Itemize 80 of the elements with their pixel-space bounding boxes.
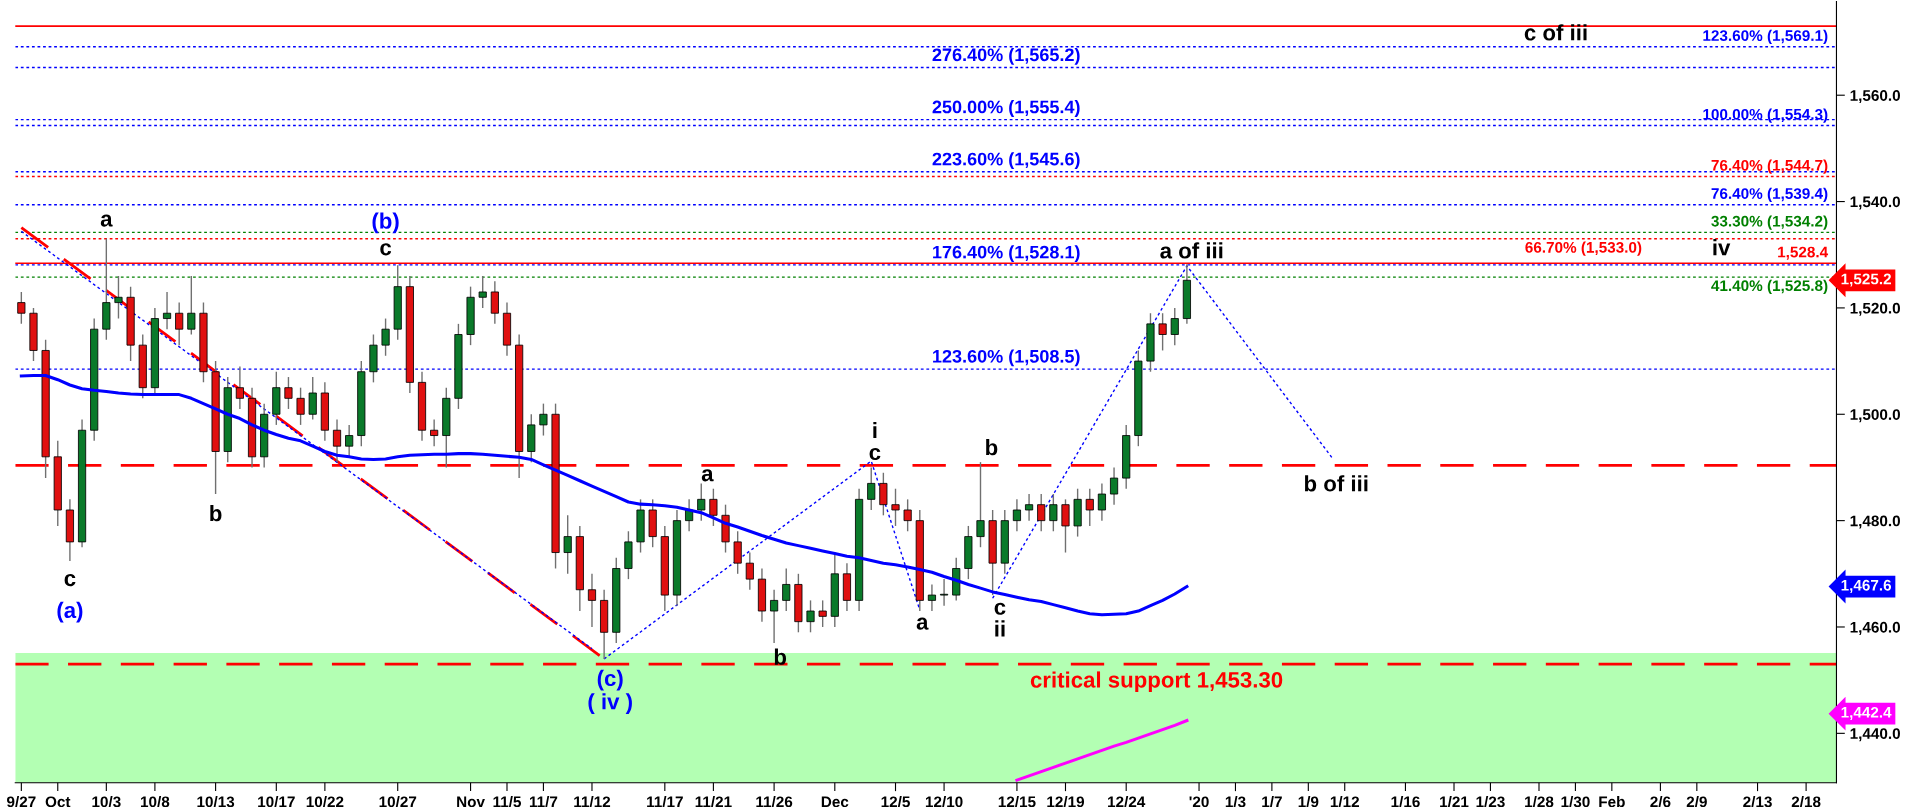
ref-line-label: 123.60% (1,569.1) bbox=[1703, 29, 1828, 45]
x-tick-label: 10/27 bbox=[379, 795, 417, 807]
x-tick-label: 10/3 bbox=[92, 795, 121, 807]
x-tick-label: 12/15 bbox=[998, 795, 1036, 807]
x-tick-label: 2/13 bbox=[1743, 795, 1772, 807]
x-tick-label: 2/9 bbox=[1686, 795, 1707, 807]
x-tick-label: 11/12 bbox=[574, 795, 611, 807]
ref-line-label: 41.40% (1,525.8) bbox=[1711, 279, 1828, 295]
annotation: c of iii bbox=[1524, 24, 1587, 41]
y-tick-label: 1,440.0 bbox=[1850, 728, 1900, 742]
annotation: a bbox=[916, 617, 929, 630]
x-tick-label: 11/21 bbox=[695, 795, 732, 807]
annotation: c bbox=[64, 573, 76, 587]
annotation: (c) bbox=[597, 669, 623, 691]
annotation: b bbox=[210, 504, 222, 522]
annotation: c bbox=[869, 447, 881, 461]
x-tick-label: 1/12 bbox=[1330, 795, 1359, 807]
ref-line-label: 176.40% (1,528.1) bbox=[933, 245, 1080, 263]
x-tick-label: 10/17 bbox=[258, 795, 295, 807]
annotation: a bbox=[100, 214, 113, 227]
y-tick-label: 1,460.0 bbox=[1850, 621, 1900, 635]
x-tick-label: 1/21 bbox=[1440, 795, 1469, 807]
annotation: ii bbox=[995, 620, 1005, 637]
text: 1,467.6 bbox=[1841, 579, 1892, 593]
annotation: b bbox=[986, 439, 998, 456]
ref-line-label: 223.60% (1,545.6) bbox=[932, 152, 1080, 169]
ref-line-label: 100.00% (1,554.3) bbox=[1703, 108, 1828, 123]
annotation: a bbox=[701, 469, 714, 482]
annotation: b of iii bbox=[1305, 475, 1368, 492]
text: 1,442.4 bbox=[1841, 706, 1892, 720]
x-tick-label: Dec bbox=[821, 796, 849, 807]
annotation: (b) bbox=[372, 212, 399, 234]
x-tick-label: 12/24 bbox=[1108, 795, 1146, 807]
x-tick-label: 2/6 bbox=[1650, 795, 1671, 807]
ref-line-label: 76.40% (1,544.7) bbox=[1711, 159, 1828, 174]
annotation: a of iii bbox=[1160, 242, 1223, 259]
x-tick-label: 10/13 bbox=[197, 795, 235, 807]
x-tick-label: 12/19 bbox=[1047, 795, 1085, 807]
x-tick-label: 11/5 bbox=[493, 795, 522, 807]
ref-line-label: 250.00% (1,555.4) bbox=[932, 100, 1080, 117]
annotation: ( iv ) bbox=[588, 693, 632, 714]
x-tick-label: '20 bbox=[1189, 796, 1209, 807]
y-tick-label: 1,560.0 bbox=[1850, 90, 1900, 104]
x-tick-label: Feb bbox=[1599, 795, 1625, 807]
x-tick-label: 11/7 bbox=[529, 795, 558, 807]
x-tick-label: 1/9 bbox=[1298, 795, 1319, 807]
x-tick-label: 1/7 bbox=[1262, 795, 1282, 807]
text: 1,525.2 bbox=[1841, 273, 1891, 287]
y-tick-label: 1,540.0 bbox=[1850, 196, 1900, 210]
ref-line-label: 1,528.4 bbox=[1778, 246, 1829, 260]
x-tick-label: 10/8 bbox=[140, 795, 170, 807]
y-tick-label: 1,520.0 bbox=[1850, 302, 1900, 316]
annotation: iv bbox=[1713, 239, 1731, 256]
x-tick-label: Oct bbox=[45, 796, 71, 807]
x-tick-label: 1/16 bbox=[1391, 795, 1420, 807]
annotation: (a) bbox=[57, 601, 83, 623]
annotation: c bbox=[380, 243, 392, 256]
ref-line-label: 276.40% (1,565.2) bbox=[932, 47, 1080, 65]
x-tick-label: 2/18 bbox=[1791, 795, 1821, 807]
x-tick-label: 12/5 bbox=[881, 795, 910, 807]
annotation: i bbox=[873, 421, 877, 439]
x-tick-label: Nov bbox=[457, 796, 485, 807]
x-tick-label: 1/23 bbox=[1476, 795, 1505, 807]
annotation: b bbox=[774, 648, 787, 665]
y-tick-label: 1,480.0 bbox=[1850, 515, 1900, 529]
x-tick-label: 1/30 bbox=[1561, 795, 1590, 807]
x-tick-label: 1/28 bbox=[1525, 795, 1554, 807]
x-tick-label: 11/26 bbox=[756, 795, 793, 807]
ref-line-label: 123.60% (1,508.5) bbox=[933, 349, 1080, 367]
ref-line-label: 66.70% (1,533.0) bbox=[1525, 241, 1642, 256]
annotation: c bbox=[994, 602, 1006, 615]
x-tick-label: 11/17 bbox=[647, 795, 683, 807]
x-tick-label: 1/3 bbox=[1225, 795, 1246, 807]
x-tick-label: 10/22 bbox=[306, 795, 344, 807]
x-tick-label: 9/27 bbox=[7, 795, 36, 807]
ref-line-label: 33.30% (1,534.2) bbox=[1711, 215, 1828, 230]
x-tick-label: 12/10 bbox=[925, 795, 963, 807]
annotation: critical support 1,453.30 bbox=[1030, 671, 1283, 693]
y-tick-label: 1,500.0 bbox=[1850, 409, 1900, 423]
ref-line-label: 76.40% (1,539.4) bbox=[1711, 187, 1828, 202]
